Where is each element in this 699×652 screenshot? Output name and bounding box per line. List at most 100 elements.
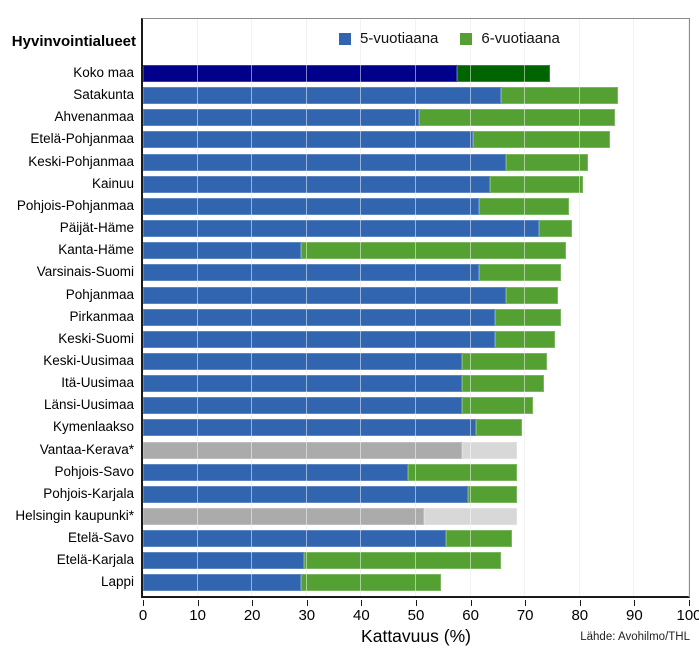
row-label: Pohjois-Karjala: [43, 485, 134, 501]
gridline-overlay-70: [524, 19, 526, 596]
x-tick-label-60: 60: [462, 607, 479, 624]
x-tick-label-100: 100: [676, 607, 699, 624]
segment-5yo: [143, 552, 305, 570]
segment-5yo: [143, 441, 463, 459]
legend-item-5yo: 5-vuotiaana: [339, 30, 438, 47]
row-label: Koko maa: [73, 65, 134, 80]
bar-row-pohjois-pohjanmaa: [143, 197, 569, 215]
segment-5yo: [143, 508, 425, 525]
row-label: Vantaa-Kerava*: [39, 441, 134, 457]
row-label: Päijät-Häme: [59, 220, 134, 236]
x-axis-title: Kattavuus (%): [361, 626, 471, 646]
segment-5yo: [143, 330, 496, 348]
segment-6yo: [424, 508, 517, 525]
bar-row-etel-pohjanmaa: [143, 131, 610, 149]
bar-row-pohjanmaa: [143, 286, 558, 304]
gridline-overlay-50: [415, 19, 416, 596]
segment-6yo: [489, 175, 583, 193]
bar-row-kanta-h-me: [143, 242, 567, 260]
row-label: Kanta-Häme: [58, 242, 134, 258]
row-label: Keski-Uusimaa: [43, 352, 134, 368]
legend-item-6yo: 6-vuotiaana: [460, 30, 560, 47]
bar-row-keski-pohjanmaa: [143, 153, 588, 171]
bar-row-p-ij-t-h-me: [143, 220, 572, 238]
x-tick-label-70: 70: [516, 607, 534, 624]
segment-6yo: [473, 131, 610, 149]
x-tick-label-50: 50: [407, 607, 425, 624]
x-tick-mark-90: [634, 600, 636, 606]
legend: 5-vuotiaana 6-vuotiaana: [339, 30, 560, 47]
segment-6yo: [506, 286, 558, 304]
bar-row-satakunta: [143, 87, 618, 105]
x-tick-label-30: 30: [298, 607, 316, 624]
row-axis-title: Hyvinvointialueet: [11, 33, 136, 50]
bar-row-pohjois-savo: [143, 463, 517, 481]
row-label: Lappi: [100, 574, 134, 590]
x-tick-label-20: 20: [243, 607, 261, 624]
row-label: Kymenlaakso: [52, 419, 134, 435]
segment-6yo: [462, 397, 534, 415]
segment-5yo: [143, 197, 479, 215]
row-label: Pohjanmaa: [65, 286, 134, 302]
x-tick-label-0: 0: [138, 607, 148, 624]
row-label: Helsingin kaupunki*: [15, 508, 134, 523]
segment-6yo: [478, 264, 561, 282]
x-tick-mark-40: [361, 600, 363, 606]
row-label: Satakunta: [73, 87, 134, 103]
x-tick-label-10: 10: [189, 607, 206, 624]
segment-6yo: [476, 419, 523, 437]
segment-5yo: [143, 87, 501, 105]
x-tick-mark-70: [525, 600, 527, 606]
row-label: Etelä-Pohjanmaa: [30, 131, 134, 147]
bar-row-ahvenanmaa: [143, 109, 616, 127]
segment-5yo: [143, 463, 408, 481]
bar-row-kainuu: [143, 175, 583, 193]
row-label: Keski-Pohjanmaa: [28, 153, 134, 169]
x-tick-mark-60: [470, 600, 472, 606]
segment-5yo: [143, 574, 302, 592]
segment-5yo: [143, 419, 477, 437]
row-label: Itä-Uusimaa: [61, 375, 134, 391]
row-label: Ahvenanmaa: [54, 109, 134, 125]
legend-swatch-6yo-icon: [460, 32, 473, 45]
legend-swatch-5yo-icon: [339, 32, 351, 45]
bar-row-koko-maa: [143, 65, 550, 82]
segment-6yo: [478, 197, 569, 215]
legend-label-6yo: 6-vuotiaana: [481, 30, 560, 47]
segment-6yo: [462, 375, 545, 393]
row-label: Länsi-Uusimaa: [43, 397, 134, 413]
row-label: Pohjois-Savo: [54, 463, 134, 479]
segment-6yo: [301, 574, 441, 592]
bar-row-pohjois-karjala: [143, 485, 517, 503]
bar-row-pirkanmaa: [143, 308, 561, 326]
x-tick-label-80: 80: [571, 607, 589, 624]
segment-6yo: [301, 242, 567, 260]
x-tick-mark-20: [252, 600, 254, 606]
segment-5yo: [143, 530, 447, 548]
bar-row-vantaa-kerava-: [143, 441, 517, 459]
bar-row-keski-uusimaa: [143, 352, 548, 370]
bar-row-etel-karjala: [143, 552, 501, 570]
gridline-overlay-90: [633, 19, 635, 596]
bar-row-kymenlaakso: [143, 419, 523, 437]
row-label: Pohjois-Pohjanmaa: [16, 197, 134, 213]
row-label: Keski-Suomi: [58, 330, 134, 346]
segment-6yo: [467, 485, 517, 503]
segment-5yo: [143, 220, 539, 238]
source-note: Lähde: Avohilmo/THL: [580, 631, 690, 643]
segment-5yo: [143, 242, 302, 260]
segment-5yo: [143, 397, 463, 415]
gridline-overlay-40: [360, 19, 362, 596]
segment-6yo: [462, 352, 548, 370]
x-tick-label-40: 40: [353, 607, 370, 624]
gridline-overlay-60: [469, 19, 471, 596]
segment-5yo: [143, 308, 496, 326]
gridline-overlay-10: [196, 19, 198, 596]
segment-6yo: [506, 153, 588, 171]
x-tick-mark-30: [306, 600, 308, 606]
legend-label-5yo: 5-vuotiaana: [360, 30, 439, 47]
gridline-overlay-30: [305, 19, 307, 596]
bar-row-l-nsi-uusimaa: [143, 397, 534, 415]
segment-6yo: [495, 308, 561, 326]
